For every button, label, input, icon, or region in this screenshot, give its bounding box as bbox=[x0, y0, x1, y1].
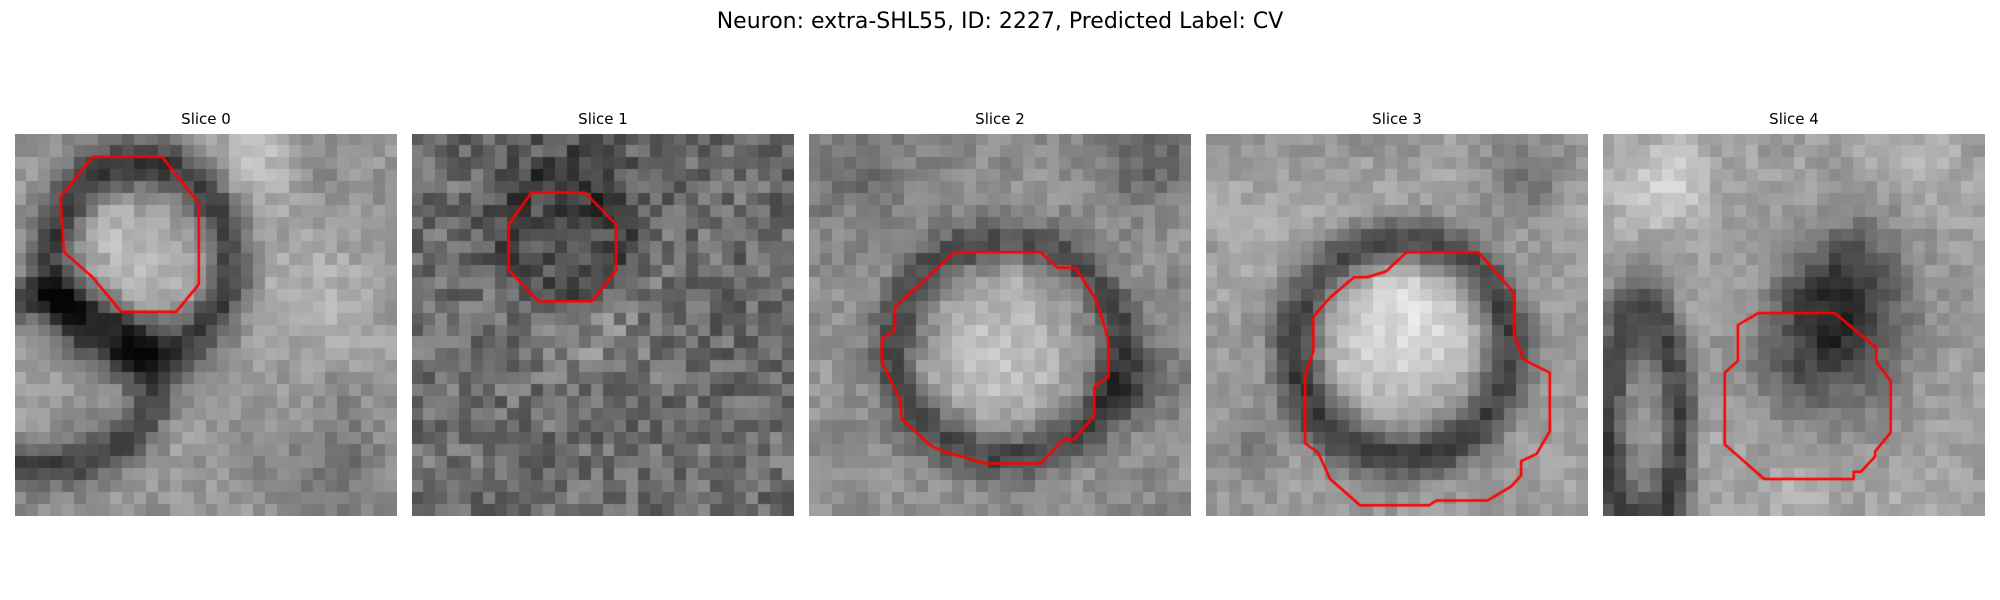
slice-1-title: Slice 1 bbox=[578, 110, 628, 128]
slice-3-image bbox=[1206, 134, 1588, 516]
slice-4-image bbox=[1603, 134, 1985, 516]
figure-title: Neuron: extra-SHL55, ID: 2227, Predicted… bbox=[716, 9, 1284, 34]
slice-0-title: Slice 0 bbox=[181, 110, 231, 128]
slice-2-title: Slice 2 bbox=[975, 110, 1025, 128]
slice-3-title: Slice 3 bbox=[1372, 110, 1422, 128]
slice-2-image bbox=[809, 134, 1191, 516]
slice-4-title: Slice 4 bbox=[1769, 110, 1819, 128]
slice-0-image bbox=[15, 134, 397, 516]
slice-1-image bbox=[412, 134, 794, 516]
